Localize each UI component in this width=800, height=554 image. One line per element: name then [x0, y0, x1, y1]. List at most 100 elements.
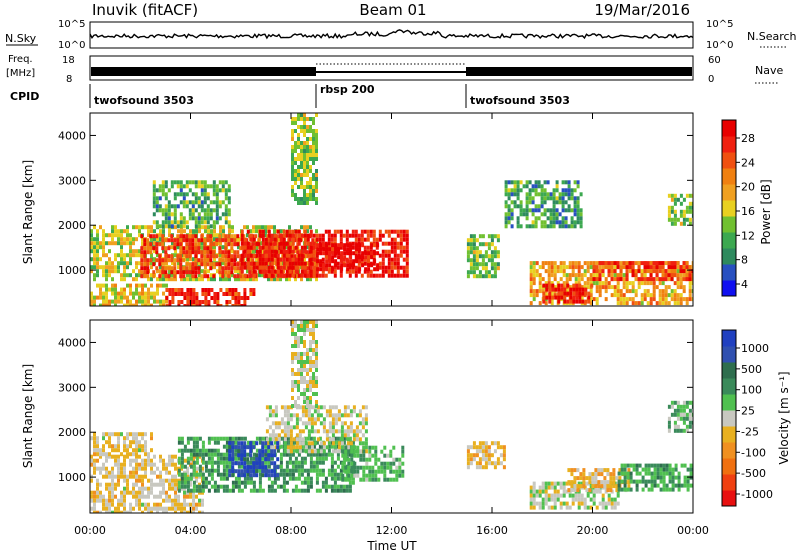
heatmap-cell	[543, 192, 547, 197]
heatmap-cell	[117, 241, 120, 246]
heatmap-cell	[565, 273, 569, 278]
heatmap-cell	[322, 263, 326, 268]
heatmap-cell	[586, 281, 590, 286]
heatmap-cell	[227, 196, 231, 201]
heatmap-cell	[352, 437, 356, 442]
heatmap-cell	[102, 506, 105, 511]
heatmap-cell	[625, 285, 629, 290]
heatmap-cell	[108, 432, 111, 437]
heatmap-cell	[340, 441, 344, 446]
heatmap-cell	[150, 283, 153, 288]
heatmap-cell	[516, 192, 520, 197]
heatmap-cell	[309, 241, 313, 246]
heatmap-cell	[337, 413, 341, 418]
heatmap-cell	[102, 253, 105, 258]
heatmap-cell	[664, 277, 668, 282]
heatmap-cell	[534, 220, 538, 225]
heatmap-cell	[325, 413, 329, 418]
heatmap-cell	[246, 253, 250, 258]
heatmap-cell	[387, 265, 391, 270]
heatmap-cell	[358, 449, 362, 454]
heatmap-cell	[188, 254, 192, 259]
heatmap-cell	[218, 238, 222, 243]
heatmap-cell	[315, 352, 318, 356]
heatmap-cell	[209, 266, 213, 271]
heatmap-cell	[225, 460, 229, 465]
heatmap-cell	[481, 445, 485, 450]
heatmap-cell	[372, 237, 376, 242]
heatmap-cell	[141, 283, 144, 288]
heatmap-cell	[682, 213, 686, 218]
heatmap-cell	[186, 488, 190, 493]
heatmap-cell	[312, 253, 316, 258]
heatmap-cell	[177, 502, 180, 507]
freq-band-3	[466, 67, 692, 76]
heatmap-cell	[288, 265, 292, 270]
heatmap-cell	[276, 476, 280, 481]
heatmap-cell	[132, 269, 135, 274]
heatmap-cell	[367, 263, 371, 268]
heatmap-cell	[294, 233, 298, 238]
heatmap-cell	[390, 261, 394, 266]
heatmap-cell	[282, 253, 286, 258]
heatmap-cell	[156, 299, 159, 304]
heatmap-cell	[219, 456, 223, 461]
heatmap-cell	[303, 488, 307, 493]
heatmap-cell	[366, 229, 370, 234]
heatmap-cell	[90, 436, 93, 441]
heatmap-cell	[378, 265, 382, 270]
heatmap-cell	[90, 458, 93, 463]
heatmap-cell	[129, 273, 132, 278]
heatmap-cell	[331, 259, 335, 264]
heatmap-cell	[324, 229, 328, 234]
heatmap-cell	[231, 296, 235, 300]
heatmap-cell	[156, 291, 159, 296]
heatmap-cell	[180, 484, 184, 489]
heatmap-cell	[105, 498, 108, 503]
heatmap-cell	[123, 291, 126, 296]
heatmap-cell	[102, 241, 105, 246]
heatmap-cell	[155, 224, 159, 229]
heatmap-cell	[183, 490, 186, 495]
heatmap-cell	[270, 261, 274, 266]
heatmap-cell	[532, 501, 536, 506]
heatmap-cell	[291, 476, 295, 481]
heatmap-cell	[276, 465, 280, 470]
heatmap-cell	[140, 262, 144, 267]
heatmap-cell	[165, 462, 168, 467]
heatmap-cell	[577, 281, 581, 286]
heatmap-cell	[309, 368, 312, 372]
heatmap-cell	[490, 258, 494, 263]
heatmap-cell	[201, 440, 205, 445]
velocity-cells	[90, 320, 693, 513]
heatmap-cell	[204, 288, 208, 292]
heatmap-cell	[218, 262, 222, 267]
heatmap-cell	[273, 465, 277, 470]
heatmap-cell	[306, 328, 309, 332]
heatmap-cell	[198, 273, 201, 278]
heatmap-cell	[637, 261, 641, 266]
heatmap-cell	[200, 234, 204, 239]
heatmap-cell	[102, 444, 105, 449]
heatmap-cell	[685, 301, 689, 306]
heatmap-cell	[682, 221, 686, 226]
heatmap-cell	[170, 212, 174, 217]
heatmap-cell	[249, 233, 253, 238]
heatmap-cell	[129, 249, 132, 254]
heatmap-cell	[246, 225, 249, 230]
heatmap-cell	[306, 253, 310, 258]
heatmap-cell	[380, 469, 384, 474]
heatmap-cell	[174, 506, 177, 511]
heatmap-cell	[123, 261, 126, 266]
heatmap-cell	[540, 204, 544, 209]
heatmap-cell	[472, 238, 476, 243]
heatmap-cell	[213, 233, 216, 238]
heatmap-cell	[114, 448, 117, 453]
heatmap-cell	[673, 213, 677, 218]
heatmap-cell	[291, 165, 294, 169]
heatmap-cell	[152, 274, 156, 279]
heatmap-cell	[150, 510, 153, 513]
heatmap-cell	[102, 436, 105, 441]
heatmap-cell	[135, 478, 138, 483]
heatmap-cell	[212, 184, 216, 189]
